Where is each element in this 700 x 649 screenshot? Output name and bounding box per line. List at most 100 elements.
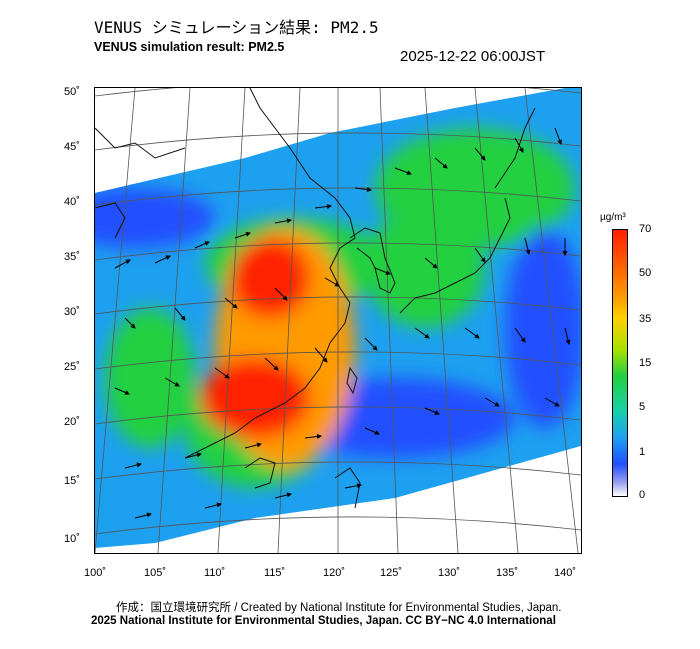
longitude-line — [157, 88, 191, 553]
wind-arrow — [114, 259, 131, 269]
medium-patch-west — [105, 308, 195, 448]
wind-arrow — [224, 297, 238, 309]
lon-label: 125˚ — [380, 567, 403, 579]
wind-arrow — [414, 327, 430, 339]
wind-arrow — [564, 327, 571, 345]
lat-label: 45˚ — [64, 141, 80, 153]
wind-arrow — [154, 255, 171, 264]
wind-arrow — [274, 218, 292, 224]
wind-arrow — [474, 247, 486, 263]
coastline-hainan — [244, 457, 276, 489]
lon-label: 120˚ — [323, 567, 346, 579]
wind-arrow — [114, 387, 130, 395]
very-high-patch-south — [200, 358, 310, 438]
wind-arrow — [354, 187, 372, 192]
copyright-line: 2025 National Institute for Environmenta… — [91, 615, 556, 627]
wind-arrow — [244, 442, 262, 449]
wind-arrow — [214, 367, 230, 379]
wind-arrow — [364, 337, 378, 351]
lat-label: 10˚ — [64, 533, 80, 545]
wind-arrow — [184, 452, 202, 459]
title-japanese: VENUS シミュレーション結果: PM2.5 — [94, 18, 379, 37]
wind-arrow — [484, 397, 500, 407]
wind-arrow — [134, 512, 152, 519]
title-english: VENUS simulation result: PM2.5 — [94, 40, 285, 54]
medium-patch-yellow-sea — [365, 208, 485, 328]
longitude-line — [379, 88, 399, 553]
wind-arrow — [424, 407, 440, 415]
colorbar-unit: µg/m³ — [600, 212, 626, 223]
lat-label: 35˚ — [64, 251, 80, 263]
lon-label: 135˚ — [496, 567, 519, 579]
pm25-map-svg — [95, 88, 581, 553]
colorbar-label: 70 — [639, 223, 652, 235]
very-high-patch-north — [230, 238, 310, 318]
credit-line: 作成：国立環境研究所 / Created by National Institu… — [116, 602, 562, 614]
wind-arrow — [274, 287, 288, 301]
wind-arrow — [374, 267, 391, 275]
longitude-line — [474, 88, 519, 553]
wind-arrow — [464, 327, 480, 339]
lon-label: 100˚ — [84, 567, 107, 579]
wind-arrow — [234, 231, 251, 239]
colorbar — [612, 229, 628, 497]
longitude-line — [524, 88, 579, 553]
wind-arrow — [474, 147, 486, 161]
wind-arrow — [324, 277, 340, 287]
wind-arrow — [544, 397, 560, 407]
colorbar-label: 0 — [639, 489, 646, 501]
wind-arrow — [364, 427, 380, 435]
lat-label: 30˚ — [64, 306, 80, 318]
longitude-line — [277, 88, 301, 553]
latitude-line — [95, 88, 581, 97]
wind-arrow — [204, 502, 222, 509]
coastline-hokkaido — [494, 107, 536, 189]
lat-label: 15˚ — [64, 475, 80, 487]
clean-patch-east — [505, 228, 581, 428]
coastline-inland-border — [95, 202, 126, 239]
coastline-taiwan — [346, 366, 358, 395]
colorbar-label: 35 — [639, 313, 652, 325]
longitude-line — [95, 88, 136, 553]
wind-arrow — [524, 237, 531, 255]
lat-label: 25˚ — [64, 361, 80, 373]
graticule — [95, 88, 581, 553]
wind-arrow — [554, 127, 562, 145]
wind-arrow — [174, 307, 186, 321]
lat-label: 20˚ — [64, 416, 80, 428]
concentration-field — [95, 128, 581, 488]
coastline-china — [184, 88, 356, 459]
wind-arrow — [424, 257, 438, 269]
timestamp: 2025-12-22 06:00JST — [400, 48, 546, 65]
wind-arrow — [164, 377, 180, 387]
wind-arrow — [124, 317, 136, 329]
border-line — [95, 127, 186, 159]
wind-arrow — [314, 347, 328, 363]
wind-arrow — [124, 462, 142, 469]
wind-arrow — [344, 483, 362, 489]
longitude-line — [217, 88, 246, 553]
wind-arrow — [274, 492, 292, 499]
longitude-line — [424, 88, 459, 553]
colorbar-label: 1 — [639, 446, 646, 458]
colorbar-label: 5 — [639, 401, 646, 413]
lat-label: 50˚ — [64, 86, 80, 98]
wind-arrow — [194, 241, 210, 249]
colorbar-label: 50 — [639, 267, 652, 279]
lon-label: 115˚ — [264, 567, 286, 579]
wind-vectors — [114, 127, 571, 519]
wind-arrow — [514, 327, 526, 343]
map-panel — [94, 87, 582, 554]
lat-label: 40˚ — [64, 196, 80, 208]
colorbar-label: 15 — [639, 357, 652, 369]
wind-arrow — [514, 137, 524, 153]
lon-label: 140˚ — [554, 567, 577, 579]
coastline-philippines — [334, 467, 361, 509]
coastline-japan — [399, 197, 511, 314]
wind-arrow — [434, 157, 448, 169]
coastlines — [95, 88, 536, 509]
coastline-korea — [349, 227, 396, 294]
clean-patch-northwest — [95, 188, 215, 248]
wind-arrow — [394, 167, 412, 175]
lon-label: 130˚ — [438, 567, 461, 579]
